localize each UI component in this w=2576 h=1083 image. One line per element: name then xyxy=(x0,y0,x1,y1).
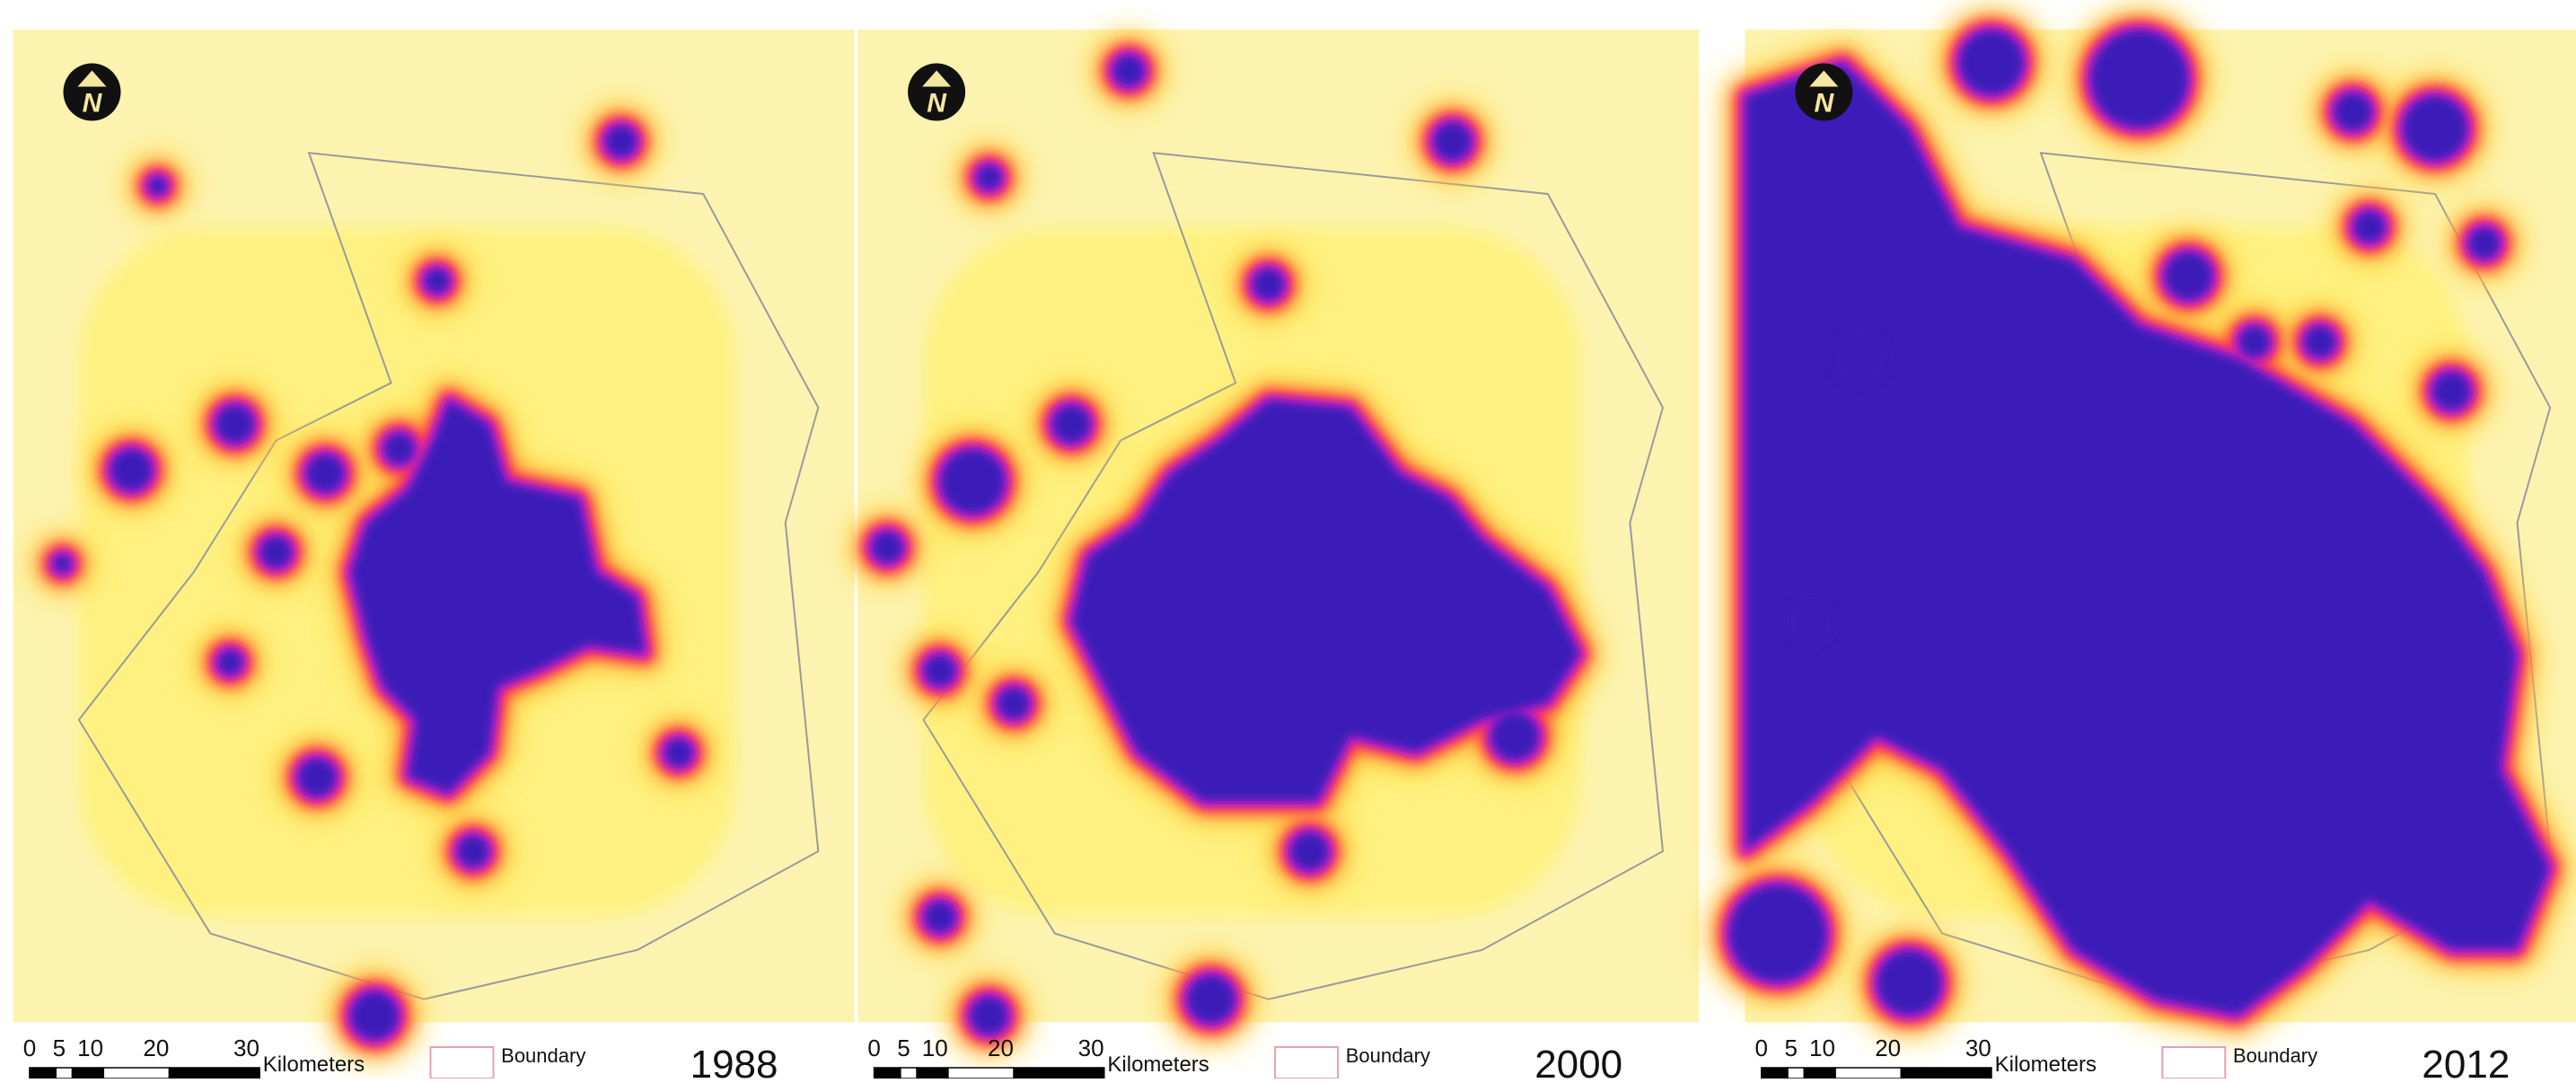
scale-bar-segment xyxy=(1014,1068,1104,1079)
urban-spot xyxy=(53,554,73,574)
north-label: N xyxy=(927,89,947,119)
scale-tick-label: 10 xyxy=(922,1035,948,1061)
urban-spot xyxy=(1877,950,1942,1016)
urban-spot xyxy=(457,835,490,868)
scale-tick-label: 5 xyxy=(897,1035,910,1061)
urban-spot xyxy=(998,687,1031,720)
scale-tick-label: 5 xyxy=(1784,1035,1797,1061)
urban-spot xyxy=(604,125,637,158)
map-figure: N05102030KilometersBoundary1988N05102030… xyxy=(0,0,2576,1079)
scale-bar-segment xyxy=(1901,1068,1991,1079)
urban-spot xyxy=(970,996,1009,1035)
scale-bar-segment xyxy=(103,1068,169,1079)
urban-spot xyxy=(2431,372,2471,411)
urban-spot xyxy=(305,453,345,493)
urban-spot xyxy=(382,432,416,465)
scale-bar-segment xyxy=(901,1068,917,1079)
urban-spot xyxy=(1433,121,1473,161)
north-label: N xyxy=(1814,89,1834,119)
urban-spot xyxy=(2164,251,2213,301)
boundary-label: Boundary xyxy=(501,1044,585,1067)
boundary-label: Boundary xyxy=(2233,1044,2317,1067)
scale-tick-label: 30 xyxy=(1078,1035,1104,1061)
urban-spot xyxy=(424,268,450,294)
urban-spot xyxy=(1186,974,1235,1024)
map-panel: N xyxy=(13,30,855,1061)
urban-spot xyxy=(217,649,243,675)
urban-spot xyxy=(976,164,1002,190)
scale-tick-label: 20 xyxy=(988,1035,1014,1061)
urban-spot xyxy=(350,991,400,1041)
north-arrow: N xyxy=(908,64,965,121)
scale-bar-segment xyxy=(56,1068,72,1079)
north-arrow: N xyxy=(63,64,120,121)
scale-bar-segment xyxy=(169,1068,259,1079)
scale-bar-segment xyxy=(1762,1068,1788,1079)
urban-spot xyxy=(923,654,956,687)
urban-spot xyxy=(940,449,1006,515)
scale-tick-label: 30 xyxy=(1965,1035,1991,1061)
scale-tick-label: 10 xyxy=(77,1035,103,1061)
urban-spot xyxy=(1831,329,1890,388)
scale-tick-label: 0 xyxy=(23,1035,36,1061)
urban-spot xyxy=(2334,92,2373,132)
boundary-swatch xyxy=(2162,1047,2225,1079)
map-panel: N xyxy=(1707,8,2576,1037)
urban-spot xyxy=(2304,325,2337,358)
scale-bar-segment xyxy=(1804,1068,1835,1079)
urban-spot xyxy=(148,176,168,196)
boundary-label: Boundary xyxy=(1346,1044,1430,1067)
urban-spot xyxy=(1490,711,1540,761)
urban-spot xyxy=(871,531,904,564)
boundary-swatch xyxy=(1275,1047,1338,1079)
north-arrow: N xyxy=(1795,64,1852,121)
scale-tick-label: 0 xyxy=(867,1035,880,1061)
year-label: 1988 xyxy=(690,1043,778,1079)
urban-spot xyxy=(259,536,293,569)
urban-spot xyxy=(2238,325,2271,358)
urban-spot xyxy=(2353,210,2387,243)
year-label: 2000 xyxy=(1534,1043,1622,1079)
scale-tick-label: 0 xyxy=(1755,1035,1768,1061)
scale-bar-segment xyxy=(73,1068,104,1079)
scale-bar-segment xyxy=(948,1068,1014,1079)
scale-bar-segment xyxy=(1835,1068,1901,1079)
urban-spot xyxy=(1958,30,2024,95)
urban-spot xyxy=(1786,596,1835,646)
scale-unit: Kilometers xyxy=(1107,1052,1209,1077)
boundary-swatch xyxy=(430,1047,493,1079)
urban-spot xyxy=(1728,885,1827,983)
scale-bar-segment xyxy=(1788,1068,1804,1079)
map-panel: N xyxy=(849,30,1699,1057)
scale-tick-label: 20 xyxy=(1875,1035,1901,1061)
urban-spot xyxy=(1252,268,1285,301)
scale-unit: Kilometers xyxy=(1995,1052,2097,1077)
urban-spot xyxy=(110,449,154,492)
urban-spot xyxy=(297,758,337,797)
urban-spot xyxy=(2468,227,2501,260)
scale-bar-segment xyxy=(917,1068,948,1079)
urban-spot xyxy=(2090,30,2189,128)
scale-tick-label: 10 xyxy=(1809,1035,1835,1061)
urban-spot xyxy=(215,404,255,444)
urban-spot xyxy=(2402,95,2467,161)
scale-unit: Kilometers xyxy=(263,1052,365,1077)
urban-spot xyxy=(1051,404,1091,444)
urban-spot xyxy=(664,738,693,768)
urban-spot xyxy=(923,901,956,934)
north-label: N xyxy=(83,89,103,119)
urban-spot xyxy=(1112,54,1146,87)
scale-tick-label: 5 xyxy=(53,1035,66,1061)
scale-bar-segment xyxy=(875,1068,901,1079)
scale-tick-label: 20 xyxy=(143,1035,169,1061)
scale-tick-label: 30 xyxy=(233,1035,259,1061)
scale-bar-segment xyxy=(30,1068,56,1079)
urban-spot xyxy=(1290,832,1330,871)
year-label: 2012 xyxy=(2422,1043,2510,1079)
